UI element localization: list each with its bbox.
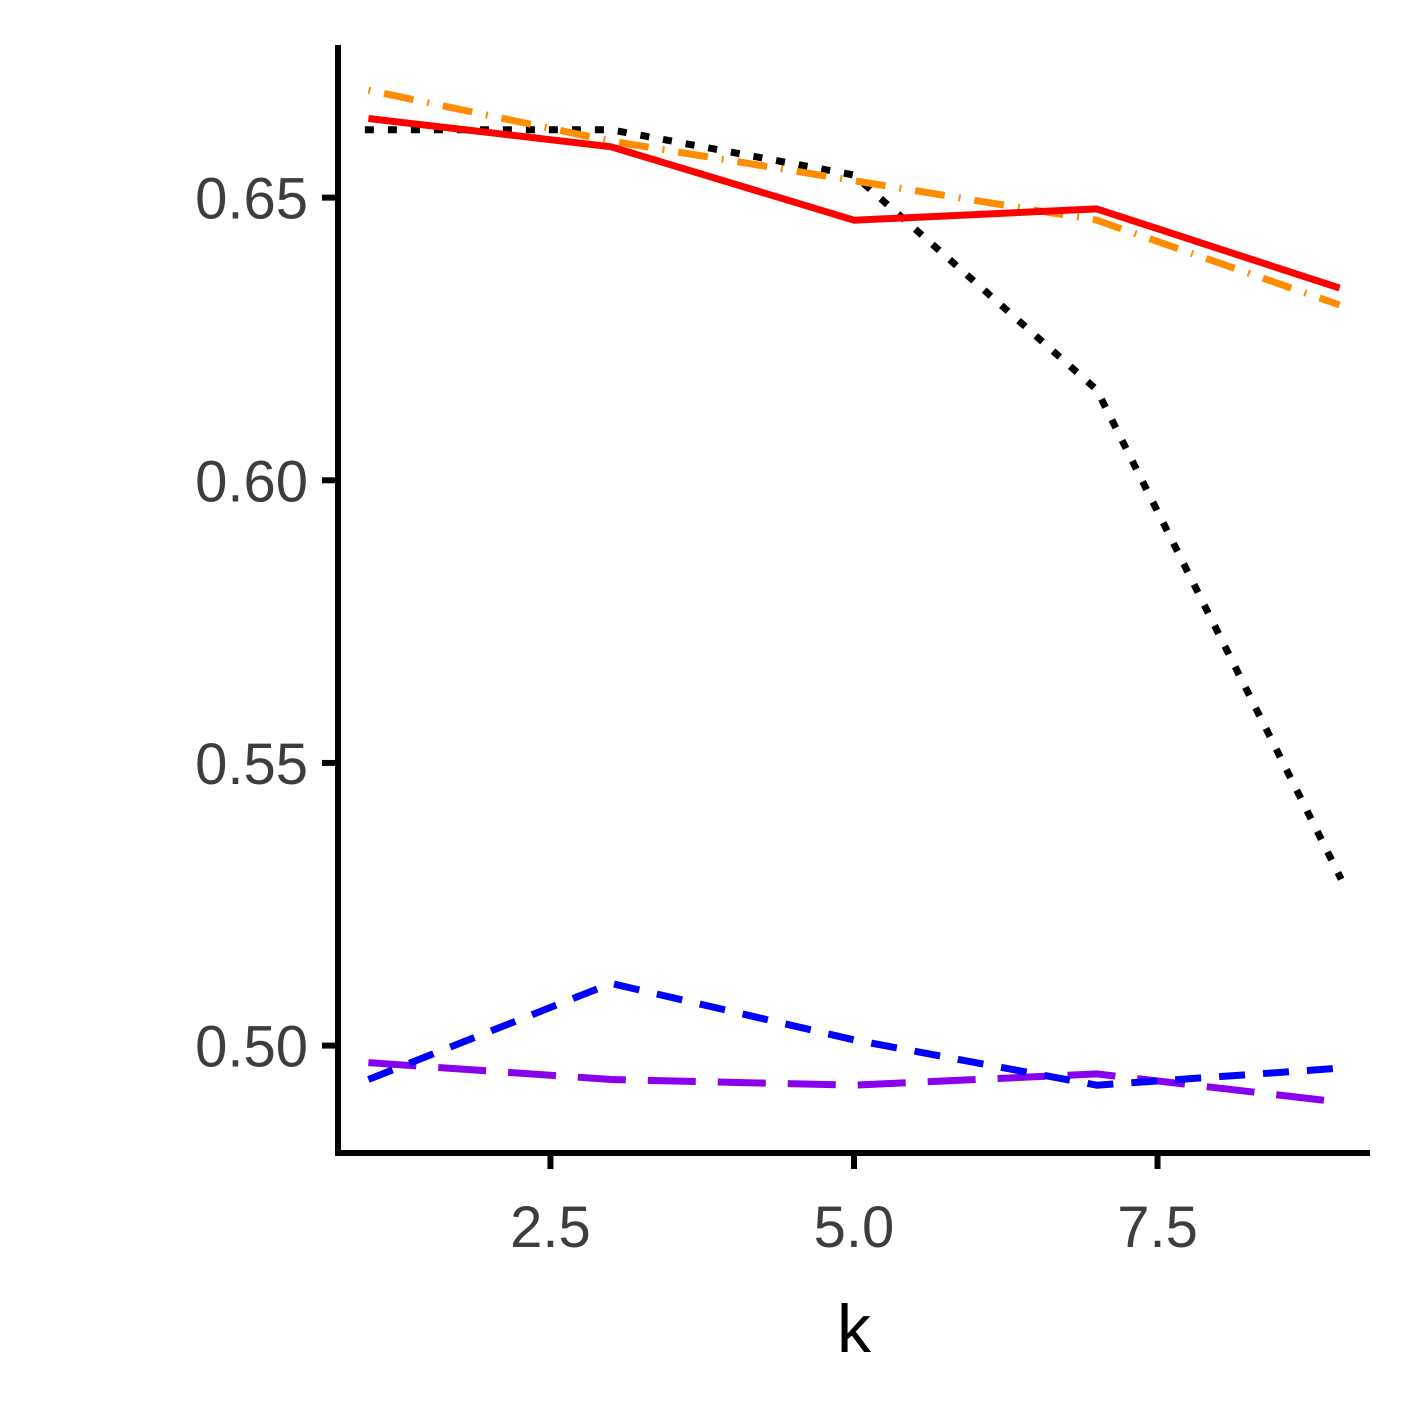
series-line-dotted bbox=[364, 126, 1345, 881]
y-tick-label: 0.50 bbox=[195, 1015, 308, 1080]
x-tick-label: 2.5 bbox=[510, 1195, 591, 1260]
x-tick-label: 5.0 bbox=[814, 1195, 895, 1260]
series-line-longdash bbox=[368, 1059, 1341, 1106]
series-line-dotdash bbox=[367, 86, 1341, 309]
series-line-solid bbox=[367, 115, 1341, 292]
y-tick-label: 0.60 bbox=[195, 449, 308, 514]
ticks: 2.5 5.0 7.5 0.50 0.55 0.60 0.65 bbox=[195, 167, 1198, 1260]
series-layer bbox=[364, 86, 1345, 1106]
series-line-dashed bbox=[367, 979, 1340, 1089]
x-tick-label: 7.5 bbox=[1117, 1195, 1198, 1260]
y-tick-label: 0.65 bbox=[195, 167, 308, 232]
axes bbox=[335, 45, 1370, 1156]
x-axis-title: k bbox=[837, 1291, 872, 1367]
y-tick-label: 0.55 bbox=[195, 732, 308, 797]
